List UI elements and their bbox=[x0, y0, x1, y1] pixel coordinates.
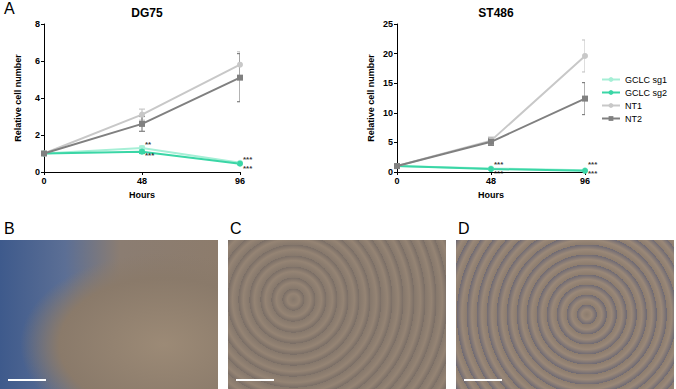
svg-text:***: *** bbox=[243, 155, 253, 164]
svg-text:***: *** bbox=[145, 151, 155, 160]
svg-text:**: ** bbox=[145, 140, 152, 149]
svg-text:DG75: DG75 bbox=[131, 6, 163, 20]
svg-text:0: 0 bbox=[394, 176, 399, 186]
svg-text:96: 96 bbox=[235, 176, 245, 186]
svg-text:8: 8 bbox=[35, 19, 40, 29]
svg-text:Relative cell number: Relative cell number bbox=[366, 54, 376, 142]
svg-text:NT2: NT2 bbox=[625, 114, 642, 124]
svg-text:0: 0 bbox=[41, 176, 46, 186]
html-text:B: B bbox=[4, 220, 15, 237]
svg-text:6: 6 bbox=[35, 56, 40, 66]
html-text:A: A bbox=[4, 0, 15, 17]
svg-text:NT1: NT1 bbox=[625, 101, 642, 111]
svg-text:2: 2 bbox=[35, 130, 40, 140]
svg-text:Hours: Hours bbox=[478, 190, 504, 200]
svg-text:4: 4 bbox=[35, 93, 40, 103]
svg-text:GCLC sg1: GCLC sg1 bbox=[625, 75, 667, 85]
svg-text:0: 0 bbox=[388, 167, 393, 177]
svg-text:***: *** bbox=[243, 164, 253, 173]
svg-text:48: 48 bbox=[137, 176, 147, 186]
svg-text:48: 48 bbox=[486, 175, 496, 186]
svg-text:25: 25 bbox=[383, 19, 393, 29]
svg-text:Relative cell number: Relative cell number bbox=[13, 54, 23, 142]
svg-text:0: 0 bbox=[35, 167, 40, 177]
svg-text:***: *** bbox=[588, 169, 598, 178]
html-text:C: C bbox=[230, 220, 242, 237]
svg-text:20: 20 bbox=[383, 49, 393, 59]
svg-text:Hours: Hours bbox=[129, 190, 155, 200]
svg-text:96: 96 bbox=[580, 175, 590, 186]
html-text:D: D bbox=[458, 220, 470, 237]
svg-text:GCLC sg2: GCLC sg2 bbox=[625, 88, 667, 98]
svg-text:15: 15 bbox=[383, 78, 393, 88]
svg-text:ST486: ST486 bbox=[478, 6, 514, 20]
svg-text:5: 5 bbox=[388, 137, 393, 147]
svg-text:10: 10 bbox=[383, 108, 393, 118]
svg-text:***: *** bbox=[494, 169, 504, 178]
